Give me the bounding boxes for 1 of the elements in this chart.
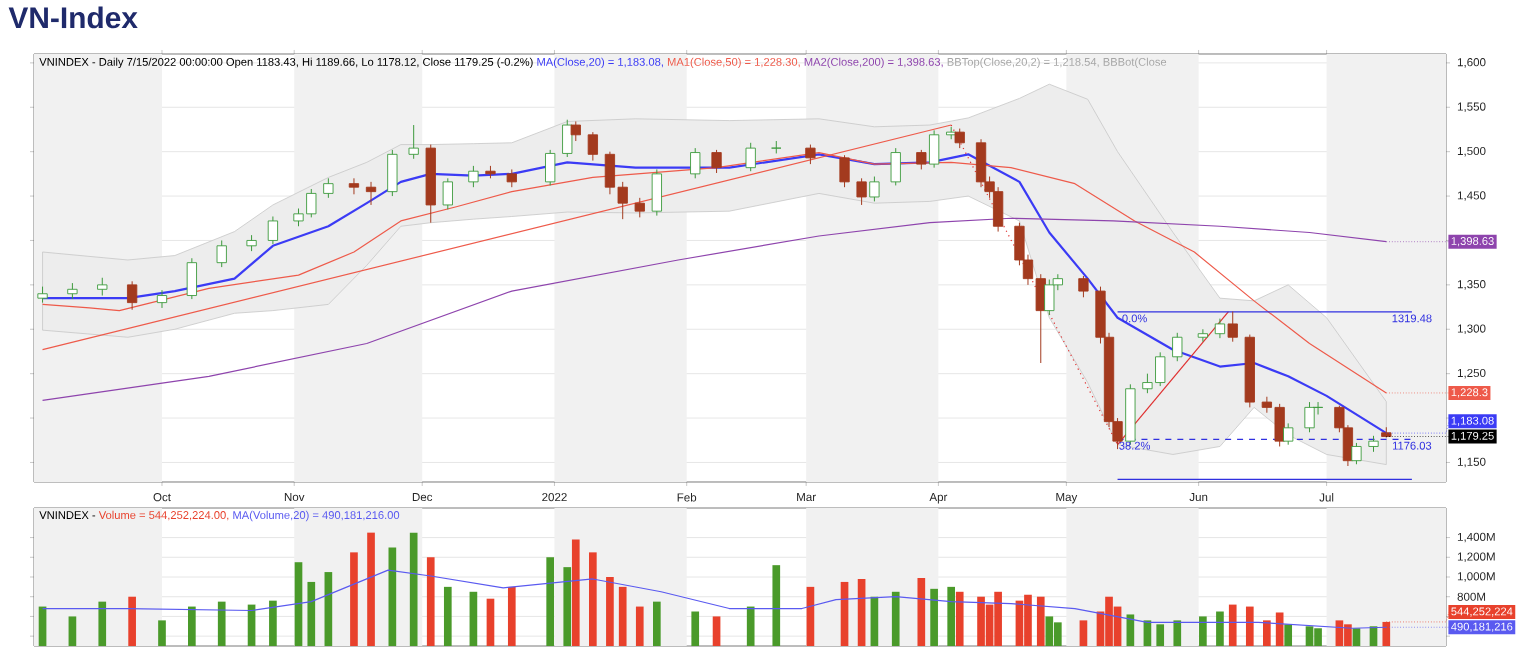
chart-title: VN-Index — [8, 6, 138, 29]
